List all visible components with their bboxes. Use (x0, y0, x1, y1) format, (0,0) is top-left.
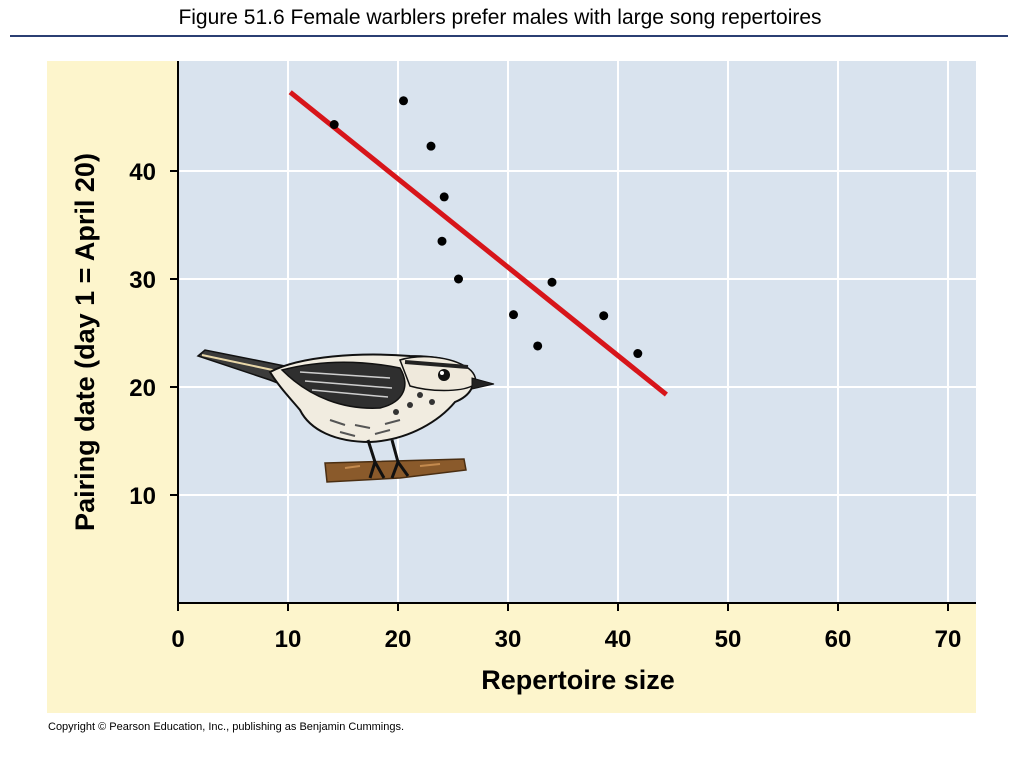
y-tick-label: 10 (129, 483, 156, 510)
warbler-bird-icon (196, 349, 495, 483)
data-point (437, 236, 447, 246)
data-point (329, 120, 339, 130)
axes (170, 61, 976, 611)
copyright-notice: Copyright © Pearson Education, Inc., pub… (48, 721, 405, 733)
x-tick-label: 0 (171, 626, 184, 653)
data-point (454, 274, 463, 284)
data-point (426, 141, 436, 151)
x-tick-label: 30 (495, 626, 522, 653)
data-point (547, 277, 557, 287)
x-tick-label: 50 (715, 626, 742, 653)
data-point (399, 96, 408, 106)
grid-lines (178, 61, 976, 603)
x-tick-label: 10 (275, 626, 302, 653)
x-axis-label: Repertoire size (481, 665, 675, 695)
trend-line (288, 90, 668, 397)
data-point (439, 192, 449, 202)
data-point (509, 310, 518, 320)
y-axis-label: Pairing date (day 1 = April 20) (70, 153, 100, 531)
scatter-chart: 0 10 20 30 40 50 60 70 10 20 30 40 (70, 61, 976, 695)
data-points (329, 96, 643, 359)
data-point (633, 349, 643, 359)
data-point (599, 311, 609, 321)
figure-panel: 0 10 20 30 40 50 60 70 10 20 30 40 (47, 61, 976, 713)
y-tick-label: 20 (129, 375, 156, 402)
data-point (533, 341, 543, 351)
title-divider (10, 35, 1008, 37)
y-tick-label: 30 (129, 267, 156, 294)
x-tick-label: 40 (605, 626, 632, 653)
tick-labels: 0 10 20 30 40 50 60 70 10 20 30 40 (129, 159, 961, 653)
plot-area (178, 61, 976, 603)
x-tick-label: 70 (935, 626, 962, 653)
y-tick-label: 40 (129, 159, 156, 186)
x-tick-label: 20 (385, 626, 412, 653)
x-tick-label: 60 (825, 626, 852, 653)
slide-title: Figure 51.6 Female warblers prefer males… (178, 6, 822, 29)
